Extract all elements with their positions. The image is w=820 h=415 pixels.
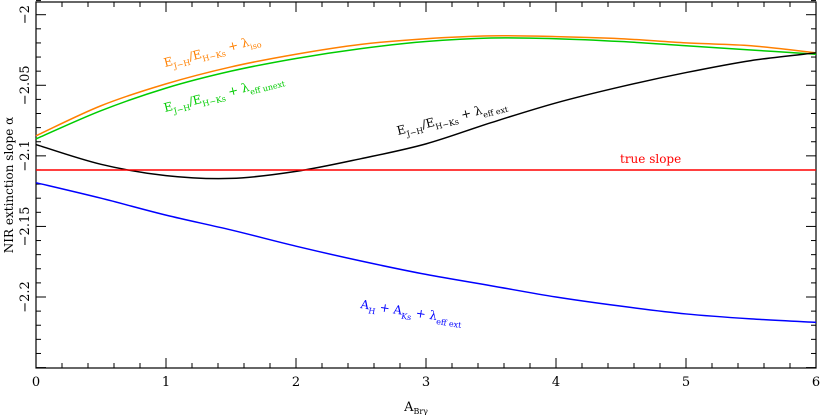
series-lines: [35, 35, 817, 324]
label-part: H: [368, 306, 376, 316]
x-tick-label: 0: [32, 375, 40, 390]
label-part: eff ext: [436, 317, 463, 330]
x-tick-label: 6: [812, 375, 820, 390]
label-part: E: [162, 99, 174, 115]
series-label-blue: AH + AKs + λeff ext: [358, 297, 464, 330]
series-line-orange: [35, 35, 817, 137]
label-part: E: [162, 54, 174, 70]
label-part: /E: [187, 47, 203, 64]
label-part: iso: [249, 40, 262, 52]
x-tick-label: 2: [292, 375, 300, 390]
label-part: J−H: [172, 103, 192, 116]
series-label-black: EJ−H/EH−Ks + λeff ext: [395, 97, 509, 141]
x-axis-label: ABrγ: [403, 400, 428, 415]
label-part: + A: [375, 300, 404, 318]
label-part: /E: [420, 115, 436, 132]
y-tick-label: −2.2: [18, 281, 33, 313]
axis-ticks: 0 1 2 3 4 5 6 −2 −2.05 −2.1 −2.15 −2.2: [18, 0, 820, 390]
label-part: + λ: [223, 80, 251, 100]
label-part: Ks: [401, 312, 412, 322]
label-part: J−H: [405, 126, 425, 139]
series-label-green: EJ−H/EH−Ks + λeff unext: [162, 71, 286, 118]
series-line-green: [35, 37, 817, 140]
x-tick-label: 4: [552, 375, 560, 390]
x-tick-label: 1: [162, 375, 170, 390]
label-part: true slope: [620, 152, 681, 166]
label-part: + λ: [456, 103, 484, 123]
y-tick-label: −2.1: [18, 140, 33, 172]
series-line-black: [35, 52, 817, 180]
label-part: + λ: [411, 305, 439, 323]
label-part: H−Ks: [435, 117, 460, 131]
y-tick-label: −2: [18, 5, 33, 24]
label-part: eff unext: [249, 79, 287, 97]
series-label-red: true slope: [620, 152, 681, 166]
label-part: H−Ks: [202, 49, 227, 63]
y-tick-label: −2.05: [18, 65, 33, 105]
label-part: A: [359, 297, 371, 312]
series-label-orange: EJ−H/EH−Ks + λiso: [162, 32, 262, 72]
y-tick-label: −2.15: [18, 207, 33, 247]
series-line-blue: [35, 181, 817, 324]
label-part: /E: [187, 92, 203, 109]
x-tick-label: 3: [422, 375, 430, 390]
label-part: E: [395, 122, 407, 138]
y-axis-label: NIR extinction slope α: [2, 117, 16, 253]
label-part: J−H: [172, 58, 192, 71]
label-part: + λ: [223, 35, 251, 55]
x-tick-label: 5: [682, 375, 690, 390]
label-part: H−Ks: [202, 94, 227, 108]
